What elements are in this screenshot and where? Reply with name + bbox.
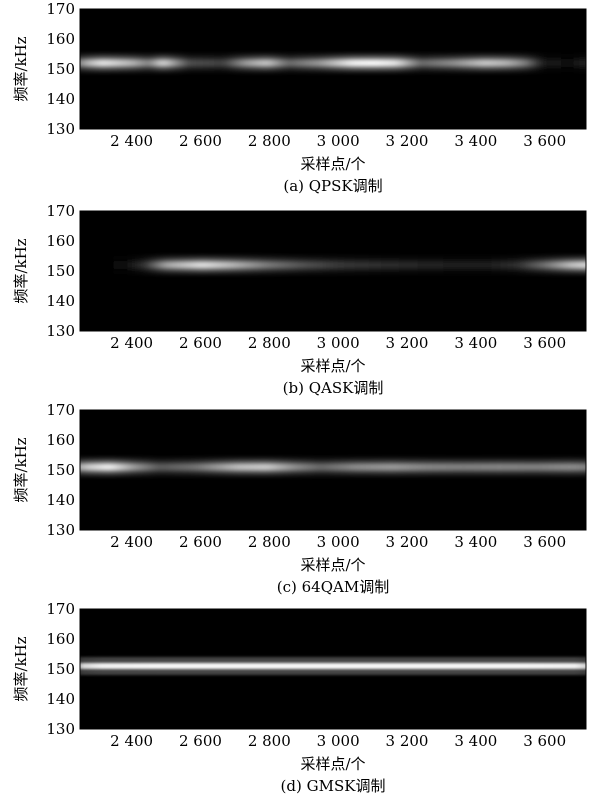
plot-frame (79, 210, 587, 332)
x-axis-label: 采样点/个 (300, 357, 365, 375)
x-tick-label: 3 400 (454, 732, 497, 750)
heatmap-panel-1: 130 140 150 160 170 2 400 2 600 2 800 3 000 3 200… (12, 0, 587, 195)
x-tick-label: 3 400 (454, 533, 497, 551)
x-tick-label: 3 200 (386, 132, 429, 150)
y-tick-label: 150 (46, 60, 75, 78)
x-tick-label: 3 600 (523, 533, 566, 551)
y-axis-label: 频率/kHz (12, 437, 30, 502)
x-tick-label: 3 000 (317, 732, 360, 750)
x-tick-label: 3 000 (317, 132, 360, 150)
x-axis-label: 采样点/个 (300, 755, 365, 773)
x-tick-label: 2 400 (110, 533, 153, 551)
x-tick-label: 3 000 (317, 533, 360, 551)
y-tick-label: 140 (46, 90, 75, 108)
panel-caption: (c) 64QAM调制 (277, 578, 389, 596)
x-axis-label: 采样点/个 (300, 155, 365, 173)
x-tick-label: 3 600 (523, 732, 566, 750)
y-tick-label: 130 (46, 521, 75, 539)
x-tick-label: 2 400 (110, 132, 153, 150)
x-tick-label: 3 600 (523, 334, 566, 352)
x-tick-label: 2 600 (179, 732, 222, 750)
plot-frame (79, 409, 587, 531)
x-tick-label: 3 400 (454, 334, 497, 352)
x-tick-label: 2 400 (110, 334, 153, 352)
x-tick-label: 3 200 (386, 533, 429, 551)
panel-caption: (a) QPSK调制 (283, 177, 382, 195)
y-tick-label: 150 (46, 461, 75, 479)
y-tick-label: 130 (46, 322, 75, 340)
y-tick-label: 160 (46, 30, 75, 48)
x-tick-label: 2 800 (248, 334, 291, 352)
ridge-band (80, 463, 586, 471)
plot-frame (79, 608, 587, 730)
heatmap-panel-3: 130 140 150 160 170 2 400 2 600 2 800 3 000 3 200… (12, 401, 587, 596)
y-axis-label: 频率/kHz (12, 238, 30, 303)
ridge-band (80, 261, 586, 269)
y-tick-label: 170 (46, 401, 75, 419)
plot-frame (79, 8, 587, 130)
ridge-band (80, 59, 586, 67)
x-tick-label: 3 400 (454, 132, 497, 150)
x-tick-label: 2 600 (179, 132, 222, 150)
x-tick-label: 3 600 (523, 132, 566, 150)
y-tick-label: 140 (46, 491, 75, 509)
x-tick-label: 3 200 (386, 732, 429, 750)
y-axis-label: 频率/kHz (12, 636, 30, 701)
x-tick-label: 2 800 (248, 132, 291, 150)
ridge-band (80, 663, 586, 669)
x-tick-label: 2 400 (110, 732, 153, 750)
y-tick-label: 170 (46, 202, 75, 220)
panel-caption: (d) GMSK调制 (281, 777, 386, 795)
y-tick-label: 140 (46, 690, 75, 708)
y-tick-label: 160 (46, 431, 75, 449)
y-tick-label: 140 (46, 292, 75, 310)
y-tick-label: 170 (46, 600, 75, 618)
x-tick-label: 2 600 (179, 533, 222, 551)
x-tick-label: 2 800 (248, 732, 291, 750)
x-tick-label: 3 200 (386, 334, 429, 352)
x-tick-label: 2 600 (179, 334, 222, 352)
y-tick-label: 160 (46, 232, 75, 250)
heatmap-panel-2: 130 140 150 160 170 2 400 2 600 2 800 3 000 3 200… (12, 202, 587, 397)
x-tick-label: 2 800 (248, 533, 291, 551)
x-axis-label: 采样点/个 (300, 556, 365, 574)
y-tick-label: 150 (46, 660, 75, 678)
y-tick-label: 150 (46, 262, 75, 280)
heatmap-panel-4: 130 140 150 160 170 2 400 2 600 2 800 3 000 3 200… (12, 600, 587, 795)
panel-caption: (b) QASK调制 (283, 379, 384, 397)
y-tick-label: 130 (46, 720, 75, 738)
y-tick-label: 160 (46, 630, 75, 648)
y-tick-label: 170 (46, 0, 75, 18)
y-axis-label: 频率/kHz (12, 36, 30, 101)
y-tick-label: 130 (46, 120, 75, 138)
x-tick-label: 3 000 (317, 334, 360, 352)
